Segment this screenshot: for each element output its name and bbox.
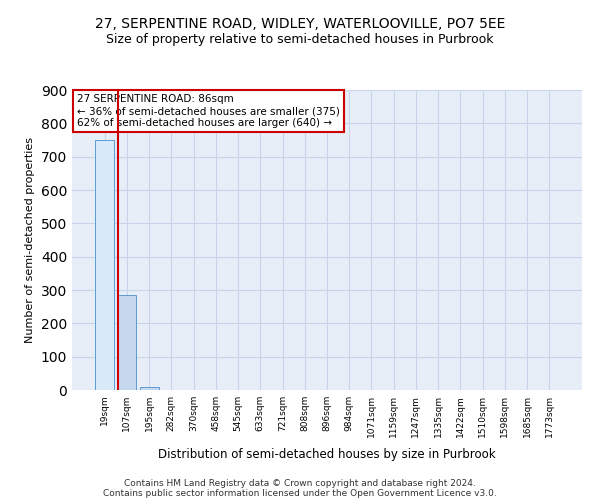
- Text: 27, SERPENTINE ROAD, WIDLEY, WATERLOOVILLE, PO7 5EE: 27, SERPENTINE ROAD, WIDLEY, WATERLOOVIL…: [95, 18, 505, 32]
- Text: Contains public sector information licensed under the Open Government Licence v3: Contains public sector information licen…: [103, 488, 497, 498]
- X-axis label: Distribution of semi-detached houses by size in Purbrook: Distribution of semi-detached houses by …: [158, 448, 496, 461]
- Text: Contains HM Land Registry data © Crown copyright and database right 2024.: Contains HM Land Registry data © Crown c…: [124, 478, 476, 488]
- Y-axis label: Number of semi-detached properties: Number of semi-detached properties: [25, 137, 35, 343]
- Bar: [95, 140, 114, 390]
- Text: Size of property relative to semi-detached houses in Purbrook: Size of property relative to semi-detach…: [106, 32, 494, 46]
- Bar: [118, 295, 136, 390]
- Bar: [140, 388, 158, 390]
- Text: 27 SERPENTINE ROAD: 86sqm
← 36% of semi-detached houses are smaller (375)
62% of: 27 SERPENTINE ROAD: 86sqm ← 36% of semi-…: [77, 94, 340, 128]
